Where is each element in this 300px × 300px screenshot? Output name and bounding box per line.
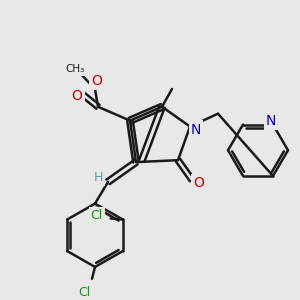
Text: H: H bbox=[93, 171, 103, 184]
Text: O: O bbox=[72, 89, 83, 103]
Text: O: O bbox=[194, 176, 204, 190]
Text: Cl: Cl bbox=[78, 286, 90, 299]
Text: O: O bbox=[92, 74, 102, 88]
Text: N: N bbox=[191, 122, 201, 136]
Text: CH₃: CH₃ bbox=[65, 64, 85, 74]
Text: N: N bbox=[266, 114, 276, 128]
Text: Cl: Cl bbox=[91, 209, 103, 222]
